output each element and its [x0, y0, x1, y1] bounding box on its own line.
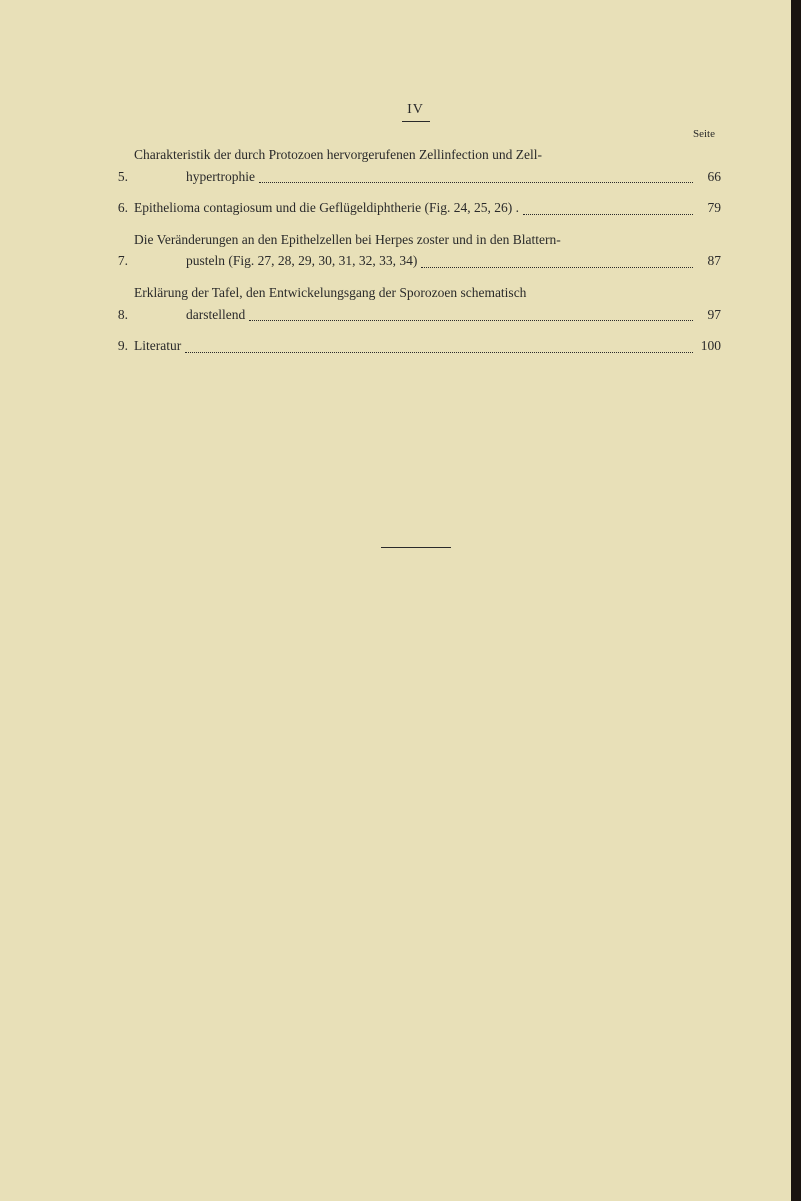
- section-divider: [381, 547, 451, 548]
- toc-item-number: 6.: [110, 197, 128, 219]
- toc-item: 7. Die Veränderungen an den Epithelzelle…: [110, 229, 721, 272]
- toc-dots: [421, 267, 693, 268]
- toc-item-text: Epithelioma contagiosum und die Geflügel…: [134, 197, 519, 219]
- document-page: IV Seite 5. Charakteristik der durch Pro…: [0, 0, 801, 588]
- toc-item-number: 5.: [110, 166, 128, 188]
- toc-page-ref: 79: [697, 197, 721, 219]
- toc-list: 5. Charakteristik der durch Protozoen he…: [110, 144, 721, 357]
- toc-page-ref: 87: [697, 250, 721, 272]
- toc-item-number: 8.: [110, 304, 128, 326]
- toc-page-ref: 100: [697, 335, 721, 357]
- toc-item: 6. Epithelioma contagiosum und die Geflü…: [110, 197, 721, 219]
- toc-item-text: Die Veränderungen an den Epithelzellen b…: [134, 229, 721, 251]
- toc-item-number: 7.: [110, 250, 128, 272]
- toc-dots: [249, 320, 693, 321]
- toc-item-text-cont: darstellend: [186, 304, 245, 326]
- toc-item: 9. Literatur 100: [110, 335, 721, 357]
- toc-dots: [523, 214, 693, 215]
- toc-page-ref: 66: [697, 166, 721, 188]
- toc-item-text: Erklärung der Tafel, den Entwickelungsga…: [134, 282, 721, 304]
- toc-item-text: Literatur: [134, 335, 181, 357]
- page-edge-shadow: [791, 0, 801, 1201]
- toc-item-text: Charakteristik der durch Protozoen hervo…: [134, 144, 721, 166]
- toc-item: 5. Charakteristik der durch Protozoen he…: [110, 144, 721, 187]
- toc-dots: [185, 352, 693, 353]
- page-number-underline: [402, 121, 430, 122]
- seite-header: Seite: [110, 128, 721, 140]
- page-number-container: IV: [110, 100, 721, 122]
- toc-page-ref: 97: [697, 304, 721, 326]
- toc-item-number: 9.: [110, 335, 128, 357]
- toc-item: 8. Erklärung der Tafel, den Entwickelung…: [110, 282, 721, 325]
- toc-item-text-cont: pusteln (Fig. 27, 28, 29, 30, 31, 32, 33…: [186, 250, 417, 272]
- toc-item-text-cont: hypertrophie: [186, 166, 255, 188]
- toc-dots: [259, 182, 693, 183]
- page-number: IV: [407, 102, 424, 117]
